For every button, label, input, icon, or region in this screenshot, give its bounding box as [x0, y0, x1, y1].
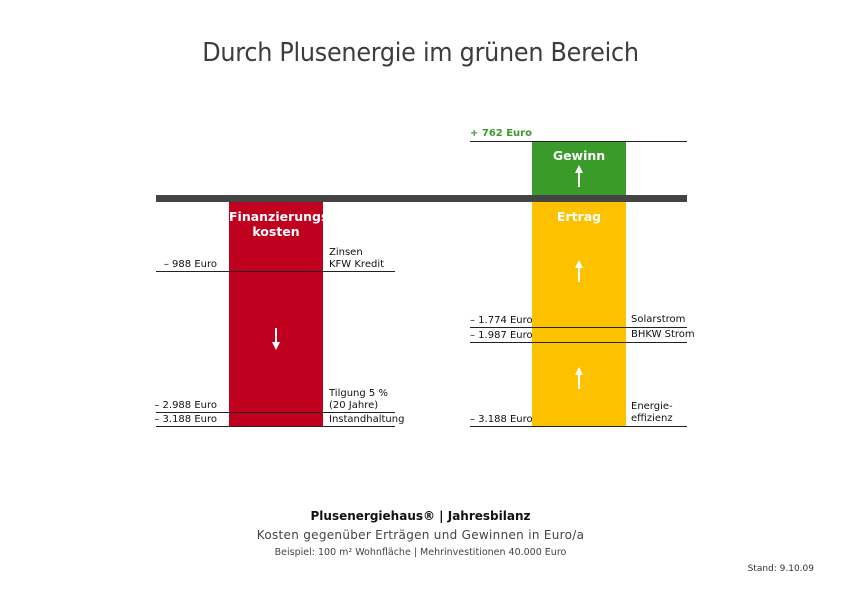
bar-finanzierungskosten [229, 202, 323, 426]
bar-ertrag-label: Ertrag [556, 209, 602, 224]
desc-label-left: Zinsen KFW Kredit [329, 247, 385, 270]
marker-line-right [470, 426, 687, 427]
desc-label-right: Energie- effizienz [631, 401, 673, 424]
page-title: Durch Plusenergie im grünen Bereich [202, 38, 639, 68]
footer-subtitle: Kosten gegenüber Erträgen und Gewinnen i… [256, 528, 585, 542]
footer-example: Beispiel: 100 m² Wohnfläche | Mehrinvest… [274, 547, 567, 558]
value-label-left: – 988 Euro [163, 259, 217, 270]
footer-title: Plusenergiehaus® | Jahresbilanz [310, 509, 531, 523]
desc-label-left: Tilgung 5 % (20 Jahre) [329, 388, 388, 411]
arrow-up-icon-wrap [575, 367, 583, 393]
marker-line-left [156, 426, 395, 427]
marker-line-left [156, 412, 395, 413]
value-label-right: – 1.987 Euro [470, 330, 533, 341]
marker-line-right [470, 342, 687, 343]
date-stamp: Stand: 9.10.09 [747, 564, 814, 574]
arrow-up-icon [575, 165, 583, 187]
desc-label-right: BHKW Strom [631, 329, 695, 340]
arrow-up-icon [575, 367, 583, 389]
value-label-gewinn: + 762 Euro [470, 128, 532, 139]
bar-gewinn-label: Gewinn [552, 148, 606, 164]
arrow-down-icon-wrap [272, 328, 280, 354]
value-label-right: – 1.774 Euro [470, 315, 533, 326]
marker-line-left [156, 271, 395, 272]
arrow-down-icon [272, 328, 280, 350]
marker-line-right [470, 327, 687, 328]
arrow-up-icon-wrap [575, 260, 583, 286]
arrow-up-icon [575, 260, 583, 282]
bar-finanzierungskosten-label: Finanzierungs- kosten [229, 209, 334, 239]
zero-axis [156, 195, 687, 202]
value-label-left: – 3.188 Euro [154, 414, 217, 425]
desc-label-right: Solarstrom [631, 314, 686, 325]
desc-label-left: Instandhaltung [329, 414, 405, 425]
arrow-up-icon-wrap [575, 165, 583, 191]
value-label-right: – 3.188 Euro [470, 414, 533, 425]
marker-line-right [470, 141, 687, 142]
value-label-left: – 2.988 Euro [154, 400, 217, 411]
